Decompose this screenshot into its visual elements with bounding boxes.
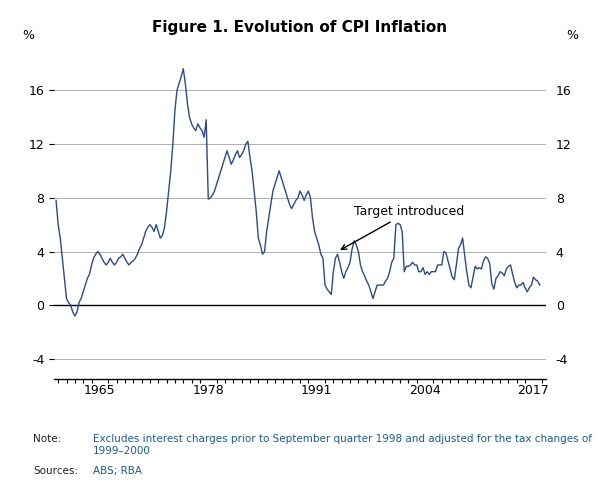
Text: %: % xyxy=(22,28,34,42)
Text: %: % xyxy=(566,28,578,42)
Text: Target introduced: Target introduced xyxy=(341,205,464,250)
Text: Sources:: Sources: xyxy=(33,466,78,476)
Title: Figure 1. Evolution of CPI Inflation: Figure 1. Evolution of CPI Inflation xyxy=(152,20,448,35)
Text: Note:: Note: xyxy=(33,434,61,444)
Text: ABS; RBA: ABS; RBA xyxy=(93,466,142,476)
Text: Excludes interest charges prior to September quarter 1998 and adjusted for the t: Excludes interest charges prior to Septe… xyxy=(93,434,592,456)
